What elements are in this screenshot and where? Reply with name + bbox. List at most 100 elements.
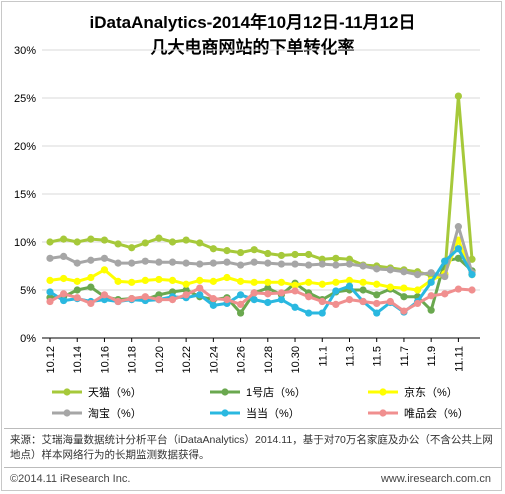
y-tick-label: 0%	[20, 333, 36, 345]
legend-label: 当当（%）	[246, 406, 300, 420]
data-point	[168, 296, 177, 304]
data-point	[141, 257, 149, 265]
copyright-text: ©2014.11 iResearch Inc.	[10, 473, 131, 485]
legend-label: 1号店（%）	[246, 385, 306, 399]
data-point	[60, 235, 68, 243]
data-point	[264, 259, 272, 267]
data-point	[73, 259, 81, 267]
series-line-2	[49, 238, 474, 292]
data-point	[250, 278, 258, 286]
data-point	[359, 286, 367, 294]
y-tick-label: 20%	[14, 141, 36, 153]
data-point	[345, 260, 354, 268]
data-point	[196, 284, 204, 292]
x-tick-label: 10.16	[99, 346, 111, 374]
data-point	[100, 266, 109, 274]
data-point	[264, 290, 272, 298]
data-point	[441, 257, 449, 265]
data-point	[209, 301, 217, 309]
data-point	[345, 296, 354, 304]
data-point	[373, 265, 381, 273]
x-tick-label: 11.5	[372, 346, 384, 367]
data-point	[468, 271, 476, 279]
data-point	[332, 254, 340, 262]
data-point	[168, 258, 177, 266]
y-tick-label: 15%	[14, 189, 36, 201]
data-point	[141, 239, 149, 247]
data-point	[182, 259, 190, 267]
legend-swatch-marker	[63, 409, 71, 417]
data-point	[73, 294, 81, 302]
data-point	[468, 255, 476, 263]
x-tick-label: 10.12	[45, 346, 57, 374]
data-point	[291, 260, 299, 268]
series-line-1	[49, 256, 474, 315]
data-point	[209, 259, 217, 267]
data-point	[236, 291, 245, 299]
data-point	[155, 258, 163, 266]
data-point	[400, 268, 408, 276]
data-point	[345, 276, 354, 284]
data-point	[386, 266, 394, 274]
x-tick-label: 10.24	[208, 346, 220, 374]
data-point	[250, 296, 258, 304]
data-point	[454, 254, 462, 262]
data-point	[236, 277, 245, 285]
legend-label: 淘宝（%）	[88, 406, 142, 420]
legend-swatch-marker	[379, 409, 387, 417]
data-point	[277, 278, 286, 286]
data-point	[427, 306, 435, 314]
data-point	[277, 260, 286, 268]
legend-label: 天猫（%）	[88, 386, 142, 399]
data-point	[60, 252, 68, 260]
data-point	[291, 281, 299, 289]
data-point	[468, 286, 476, 294]
data-point	[223, 247, 231, 255]
data-point	[400, 307, 408, 315]
data-point	[155, 234, 163, 242]
data-point	[277, 251, 286, 260]
chart-subtitle: 几大电商网站的下单转化率	[150, 38, 355, 57]
data-point	[277, 296, 286, 304]
data-point	[250, 258, 258, 266]
data-point	[332, 278, 340, 286]
data-point	[250, 289, 258, 297]
data-point	[114, 259, 122, 267]
y-tick-label: 25%	[14, 93, 36, 105]
data-point	[209, 277, 217, 285]
data-point	[427, 292, 435, 300]
x-tick-label: 10.30	[290, 346, 302, 374]
data-point	[305, 278, 313, 286]
data-point	[427, 269, 435, 277]
website-text: www.iresearch.com.cn	[380, 473, 491, 485]
data-point	[318, 260, 326, 268]
data-point	[73, 238, 81, 246]
y-tick-label: 30%	[14, 45, 36, 57]
legend-swatch-marker	[63, 388, 71, 396]
data-point	[60, 296, 68, 305]
x-tick-label: 10.26	[236, 346, 248, 374]
data-point	[373, 280, 381, 288]
data-point	[236, 248, 245, 257]
data-point	[236, 261, 245, 269]
legend-swatch-marker	[221, 388, 229, 396]
data-point	[100, 291, 109, 299]
data-point	[141, 276, 149, 284]
data-point	[264, 278, 272, 286]
data-point	[441, 290, 449, 298]
data-point	[291, 287, 299, 295]
data-point	[73, 277, 81, 285]
data-point	[87, 283, 95, 291]
footer-divider-2	[4, 467, 501, 468]
data-point	[318, 280, 326, 288]
data-point	[182, 280, 190, 288]
legend-label: 京东（%）	[404, 385, 458, 399]
data-point	[236, 300, 245, 308]
source-note: 来源：艾瑞海量数据统计分析平台（iDataAnalytics）2014.11，基…	[10, 434, 493, 461]
data-point	[223, 296, 231, 304]
data-point	[114, 297, 122, 306]
data-point	[359, 262, 367, 270]
x-tick-label: 10.28	[263, 346, 275, 374]
data-point	[305, 261, 313, 269]
